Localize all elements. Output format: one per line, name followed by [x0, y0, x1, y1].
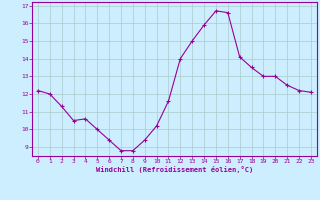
X-axis label: Windchill (Refroidissement éolien,°C): Windchill (Refroidissement éolien,°C): [96, 166, 253, 173]
